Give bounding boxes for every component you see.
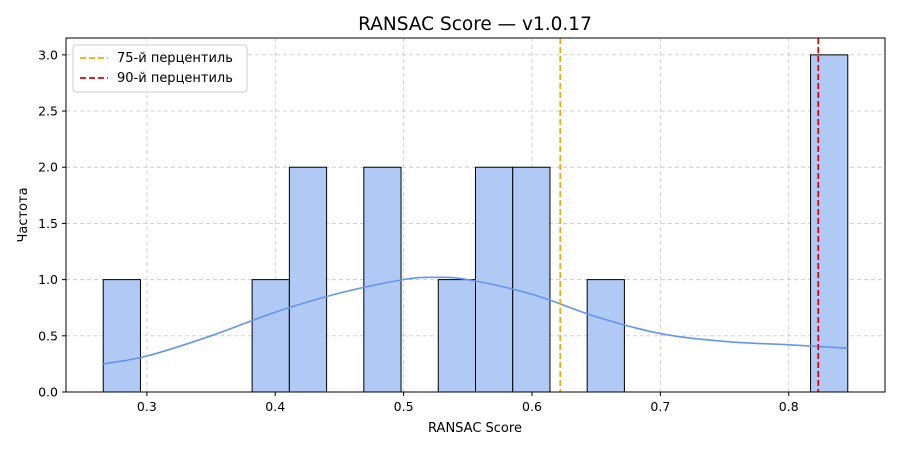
reference-lines — [559, 38, 820, 392]
histogram-bar — [512, 166, 551, 393]
legend-label-75th: 75-й перцентиль — [117, 51, 233, 66]
kde-layer — [103, 276, 848, 365]
legend-label-90th: 90-й перцентиль — [117, 71, 233, 86]
x-axis-ticks: 0.3 0.4 0.5 0.6 0.7 0.8 — [137, 392, 799, 414]
legend: 75-й перцентиль 90-й перцентиль — [72, 44, 248, 93]
plot-frame — [65, 37, 886, 393]
x-tick-label: 0.6 — [522, 399, 542, 414]
y-tick-label: 1.0 — [38, 272, 58, 287]
x-tick-label: 0.3 — [137, 399, 157, 414]
y-axis-label: Частота — [16, 187, 31, 242]
y-tick-label: 0.0 — [38, 385, 58, 400]
histogram-bar — [437, 279, 477, 393]
histogram-bar — [288, 166, 328, 393]
x-tick-label: 0.8 — [779, 399, 799, 414]
histogram-bar — [810, 54, 849, 393]
y-tick-label: 1.5 — [38, 216, 58, 231]
y-tick-label: 2.5 — [38, 104, 58, 119]
y-axis-ticks: 0.0 0.5 1.0 1.5 2.0 2.5 3.0 — [38, 47, 66, 400]
y-tick-label: 2.0 — [38, 160, 58, 175]
x-axis-label: RANSAC Score — [428, 421, 522, 436]
x-tick-label: 0.5 — [394, 399, 414, 414]
histogram-bar — [475, 166, 514, 393]
histogram-bar — [102, 279, 141, 393]
kde-line — [103, 276, 848, 365]
histogram-bar — [586, 279, 625, 393]
x-tick-label: 0.4 — [265, 399, 285, 414]
histogram-bar — [251, 279, 290, 393]
histogram-bar — [363, 166, 402, 393]
chart-title: RANSAC Score — v1.0.17 — [358, 14, 592, 35]
y-tick-label: 3.0 — [38, 47, 58, 62]
histogram-bars — [102, 54, 849, 393]
y-tick-label: 0.5 — [38, 328, 58, 343]
x-tick-label: 0.7 — [650, 399, 670, 414]
legend-box — [72, 44, 248, 93]
